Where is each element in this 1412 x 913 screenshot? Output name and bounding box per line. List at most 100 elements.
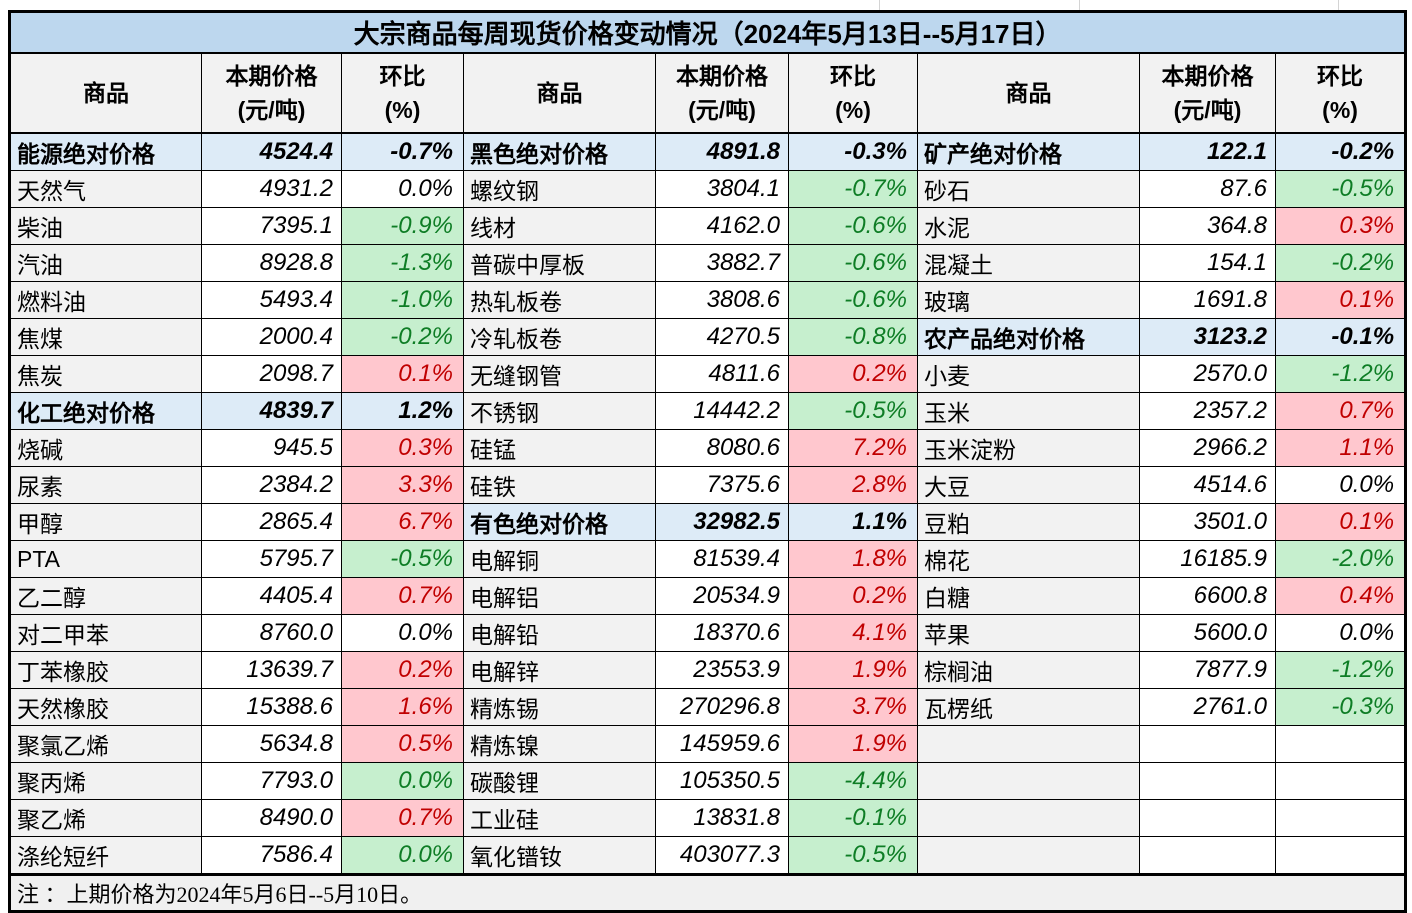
price-cell: 2761.0 <box>1139 688 1276 726</box>
section-name-cell: 黑色绝对价格 <box>463 132 656 171</box>
change-cell: -0.6% <box>788 244 918 282</box>
change-cell: -0.2% <box>341 318 464 356</box>
price-cell: 4270.5 <box>655 318 789 356</box>
change-cell: 1.8% <box>788 540 918 578</box>
sheet-gridline <box>1079 0 1080 10</box>
section-name-cell: 化工绝对价格 <box>9 392 202 430</box>
price-cell: 945.5 <box>201 429 342 467</box>
section-price-cell: 4839.7 <box>201 392 342 430</box>
commodity-cell: 精炼锡 <box>463 688 656 726</box>
price-cell: 6600.8 <box>1139 577 1276 615</box>
price-cell: 7375.6 <box>655 466 789 504</box>
commodity-cell: 棕榈油 <box>917 651 1140 689</box>
col-header-price-line1: 本期价格 <box>1161 63 1254 89</box>
commodity-cell: 电解锌 <box>463 651 656 689</box>
commodity-cell: PTA <box>9 540 202 578</box>
commodity-cell: 棉花 <box>917 540 1140 578</box>
change-cell: 3.3% <box>341 466 464 504</box>
commodity-cell: 玉米淀粉 <box>917 429 1140 467</box>
change-cell: -1.2% <box>1274 355 1407 393</box>
price-cell: 8490.0 <box>201 799 342 837</box>
commodity-cell: 燃料油 <box>9 281 202 319</box>
col-header-price-line1: 本期价格 <box>676 63 768 89</box>
commodity-cell: 白糖 <box>917 577 1140 615</box>
section-name-cell: 能源绝对价格 <box>9 132 202 171</box>
change-cell: -1.0% <box>341 281 464 319</box>
commodity-cell: 冷轧板卷 <box>463 318 656 356</box>
price-cell: 5493.4 <box>201 281 342 319</box>
commodity-cell: 电解铝 <box>463 577 656 615</box>
commodity-cell: 电解铜 <box>463 540 656 578</box>
price-cell: 145959.6 <box>655 725 789 763</box>
commodity-cell: 热轧板卷 <box>463 281 656 319</box>
change-cell: 0.1% <box>341 355 464 393</box>
price-cell: 154.1 <box>1139 244 1276 282</box>
section-change-cell: -0.2% <box>1274 132 1407 171</box>
commodity-cell: 螺纹钢 <box>463 170 656 208</box>
table-row: 对二甲苯 8760.0 0.0% 电解铅 18370.6 4.1% 苹果 5600.0 0.0% <box>9 614 1407 652</box>
change-cell: -2.0% <box>1274 540 1407 578</box>
change-cell: 0.7% <box>341 577 464 615</box>
col-header-change-2: 环比 (%) <box>788 52 918 134</box>
commodity-cell: 大豆 <box>917 466 1140 504</box>
change-cell: 1.6% <box>341 688 464 726</box>
col-header-price-line1: 本期价格 <box>225 63 318 89</box>
table-body: 能源绝对价格 4524.4 -0.7% 黑色绝对价格 4891.8 -0.3% 矿产绝对价格… <box>9 132 1407 875</box>
empty-commodity-cell <box>917 799 1140 837</box>
section-price-cell: 4524.4 <box>201 132 342 171</box>
footnote-text: 注 ：上期价格为2024年5月6日--5月10日。 <box>8 873 1407 912</box>
empty-commodity-cell <box>917 762 1140 800</box>
commodity-cell: 普碳中厚板 <box>463 244 656 282</box>
change-cell: -0.6% <box>788 281 918 319</box>
change-cell: 0.0% <box>1274 466 1407 504</box>
price-cell: 13831.8 <box>655 799 789 837</box>
table-title-row: 大宗商品每周现货价格变动情况（2024年5月13日--5月17日） <box>8 11 1407 54</box>
price-cell: 2098.7 <box>201 355 342 393</box>
price-cell: 3882.7 <box>655 244 789 282</box>
commodity-cell: 焦煤 <box>9 318 202 356</box>
table-area: 大宗商品每周现货价格变动情况（2024年5月13日--5月17日） 商品 本期价… <box>8 10 1408 913</box>
section-price-cell: 3123.2 <box>1139 318 1276 356</box>
table-row: PTA 5795.7 -0.5% 电解铜 81539.4 1.8% 棉花 16185.9 -2.… <box>9 540 1407 578</box>
section-price-cell: 32982.5 <box>655 503 789 541</box>
commodity-cell: 工业硅 <box>463 799 656 837</box>
table-row: 烧碱 945.5 0.3% 硅锰 8080.6 7.2% 玉米淀粉 2966.2 1.1% <box>9 429 1407 467</box>
commodity-cell: 混凝土 <box>917 244 1140 282</box>
commodity-cell: 硅铁 <box>463 466 656 504</box>
change-cell: 0.7% <box>341 799 464 837</box>
commodity-cell: 电解铅 <box>463 614 656 652</box>
table-row: 聚氯乙烯 5634.8 0.5% 精炼镍 145959.6 1.9% <box>9 725 1407 763</box>
empty-change-cell <box>1274 762 1407 800</box>
price-cell: 8080.6 <box>655 429 789 467</box>
price-cell: 403077.3 <box>655 836 789 875</box>
price-cell: 14442.2 <box>655 392 789 430</box>
commodity-cell: 天然气 <box>9 170 202 208</box>
price-cell: 270296.8 <box>655 688 789 726</box>
price-cell: 87.6 <box>1139 170 1276 208</box>
col-header-commodity-2: 商品 <box>463 52 656 134</box>
col-header-price-2: 本期价格 (元/吨) <box>655 52 789 134</box>
price-cell: 5600.0 <box>1139 614 1276 652</box>
commodity-cell: 甲醇 <box>9 503 202 541</box>
price-cell: 7395.1 <box>201 207 342 245</box>
change-cell: 0.0% <box>341 762 464 800</box>
price-cell: 7877.9 <box>1139 651 1276 689</box>
empty-commodity-cell <box>917 725 1140 763</box>
price-cell: 4405.4 <box>201 577 342 615</box>
col-header-price-3: 本期价格 (元/吨) <box>1139 52 1276 134</box>
price-cell: 2966.2 <box>1139 429 1276 467</box>
change-cell: -0.3% <box>1274 688 1407 726</box>
price-cell: 2357.2 <box>1139 392 1276 430</box>
commodity-cell: 水泥 <box>917 207 1140 245</box>
change-cell: 1.9% <box>788 651 918 689</box>
table-row: 天然橡胶 15388.6 1.6% 精炼锡 270296.8 3.7% 瓦楞纸 2761.0-… <box>9 688 1407 726</box>
change-cell: 0.2% <box>788 355 918 393</box>
change-cell: 0.0% <box>341 836 464 875</box>
col-header-price-1: 本期价格 (元/吨) <box>201 52 342 134</box>
change-cell: -1.2% <box>1274 651 1407 689</box>
commodity-cell: 柴油 <box>9 207 202 245</box>
col-header-commodity-1: 商品 <box>9 52 202 134</box>
price-cell: 5795.7 <box>201 540 342 578</box>
commodity-cell: 乙二醇 <box>9 577 202 615</box>
commodity-cell: 砂石 <box>917 170 1140 208</box>
